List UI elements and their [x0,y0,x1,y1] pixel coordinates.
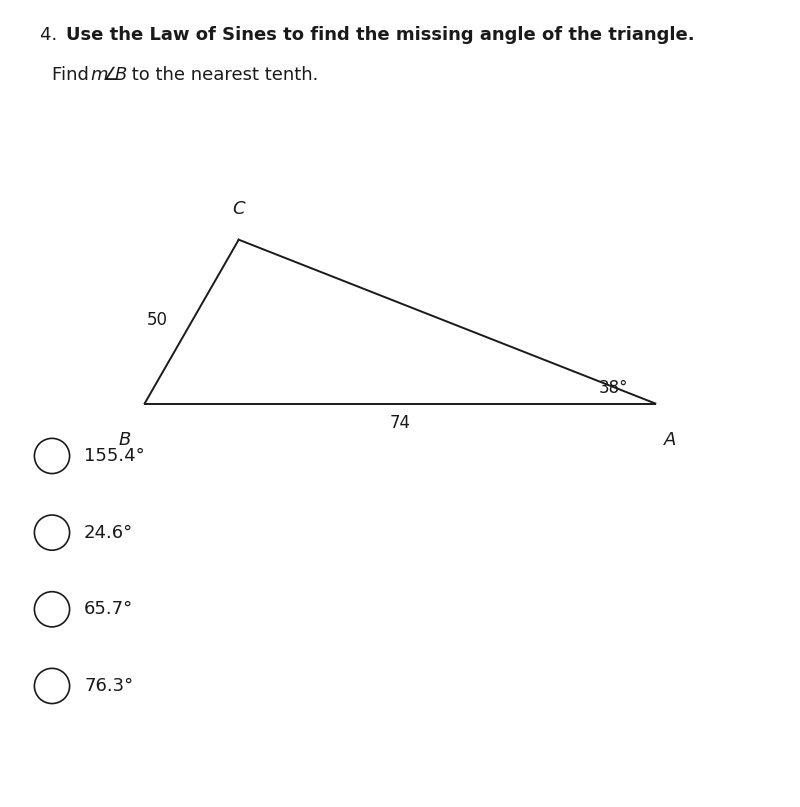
Text: C: C [233,200,245,218]
Text: 24.6°: 24.6° [84,524,134,541]
Text: Use the Law of Sines to find the missing angle of the triangle.: Use the Law of Sines to find the missing… [66,26,695,44]
Text: 65.7°: 65.7° [84,600,134,618]
Text: 155.4°: 155.4° [84,447,145,465]
Text: 4.: 4. [40,26,66,44]
Text: to the nearest tenth.: to the nearest tenth. [126,66,318,84]
Text: A: A [663,431,676,449]
Text: 50: 50 [147,312,168,329]
Text: B: B [114,66,126,84]
Text: 38°: 38° [598,379,628,397]
Text: B: B [118,431,131,449]
Text: Find: Find [52,66,94,84]
Text: 76.3°: 76.3° [84,677,134,695]
Text: m: m [90,66,108,84]
Text: ∠: ∠ [102,66,118,84]
Text: 74: 74 [390,414,410,433]
